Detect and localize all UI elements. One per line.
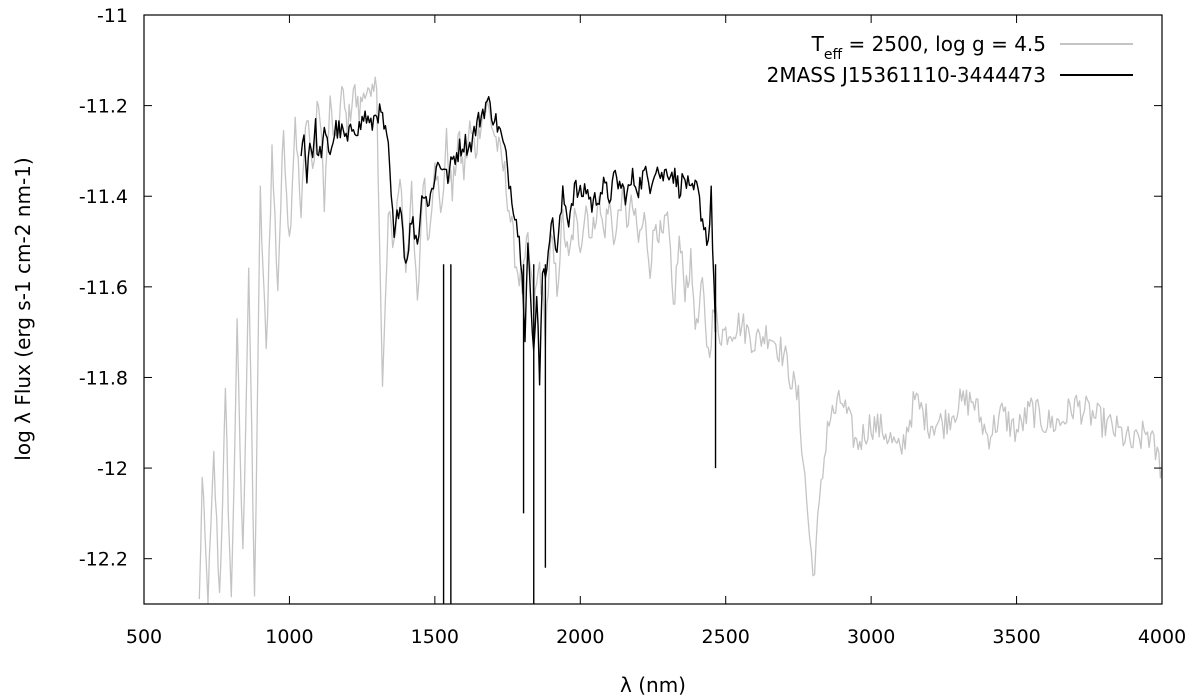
- legend-label-observed: 2MASS J15361110-3444473: [767, 63, 1046, 87]
- y-tick-label: -11.8: [79, 367, 128, 389]
- x-tick-label: 1000: [265, 626, 313, 648]
- x-tick-label: 500: [126, 626, 162, 648]
- observed-spectrum-line: [300, 95, 717, 386]
- y-tick-label: -12: [97, 458, 128, 480]
- y-tick-label: -11.4: [79, 186, 128, 208]
- x-tick-label: 4000: [1138, 626, 1186, 648]
- y-tick-label: -12.2: [79, 549, 128, 571]
- legend-model-subscript: eff: [824, 47, 843, 63]
- x-tick-label: 2500: [702, 626, 750, 648]
- x-tick-label: 2000: [556, 626, 604, 648]
- legend-label-model: Teff = 2500, log g = 4.5: [811, 32, 1046, 63]
- x-axis-label: λ (nm): [620, 673, 686, 697]
- series-layer: [198, 76, 1163, 605]
- legend: Teff = 2500, log g = 4.5 2MASS J15361110…: [767, 32, 1133, 87]
- y-axis-label: log λ Flux (erg s-1 cm-2 nm-1): [11, 157, 35, 460]
- x-tick-label: 1500: [411, 626, 459, 648]
- plot-frame: [143, 14, 1163, 605]
- x-tick-label: 3000: [847, 626, 895, 648]
- ticks-layer: 500 1000 1500 2000 2500 3000 3500 4000 -11 -11.2 -…: [79, 5, 1186, 648]
- legend-model-rest: = 2500, log g = 4.5: [842, 32, 1046, 56]
- y-tick-label: -11.6: [79, 277, 128, 299]
- model-spectrum-line: [198, 76, 1163, 605]
- legend-model-t: T: [811, 32, 825, 56]
- y-tick-label: -11.2: [79, 96, 128, 118]
- y-tick-label: -11: [97, 5, 128, 27]
- x-tick-label: 3500: [992, 626, 1040, 648]
